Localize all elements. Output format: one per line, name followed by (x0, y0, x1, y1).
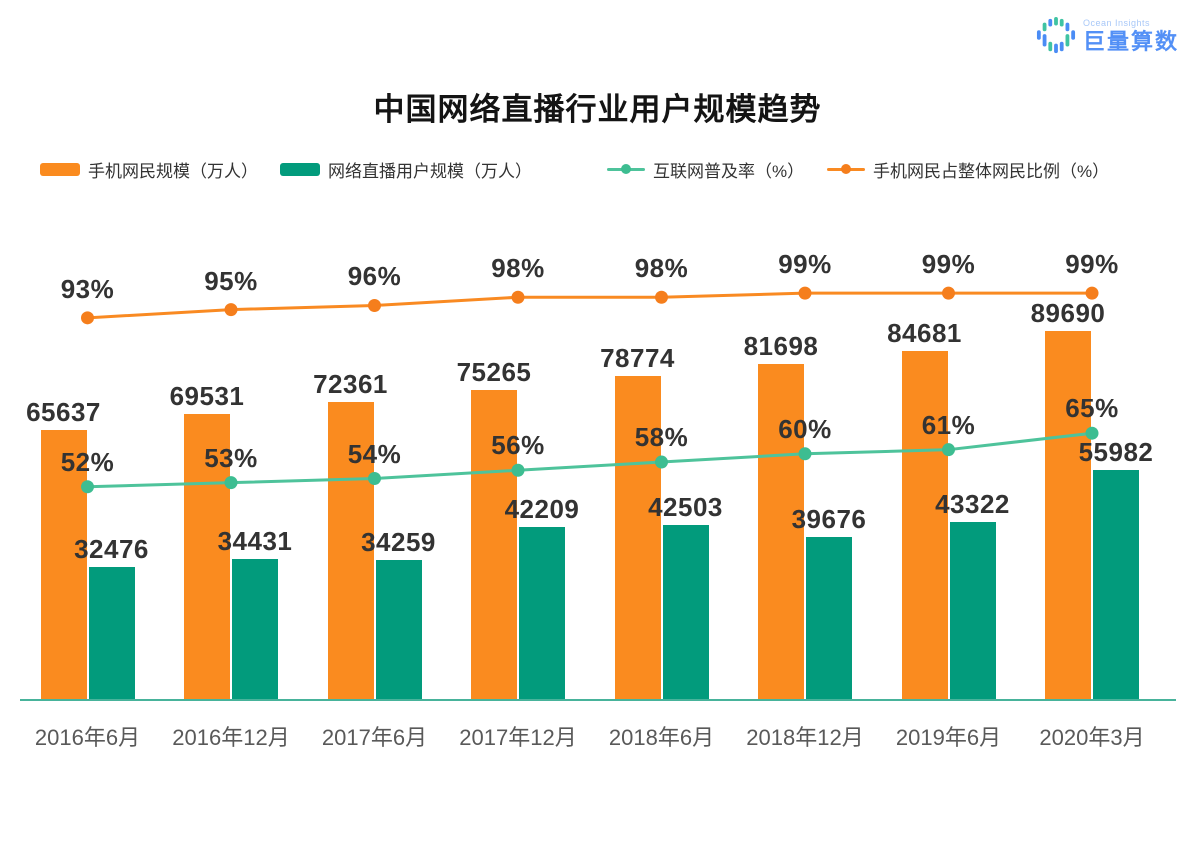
legend-item-livestream-users[interactable]: 网络直播用户规模（万人） (280, 156, 532, 182)
bar-value-label-mobile-netizens: 78774 (600, 342, 675, 373)
legend-bar-swatch-icon (280, 162, 320, 176)
bar-value-label-mobile-netizens: 84681 (887, 318, 962, 349)
bar-livestream-users (806, 537, 852, 701)
line-value-label-mobile-netizen-ratio: 95% (204, 265, 258, 296)
line-value-label-mobile-netizen-ratio: 99% (921, 249, 976, 280)
bar-value-label-mobile-netizens: 72361 (313, 369, 388, 400)
legend-label: 手机网民占整体网民比例（%） (873, 161, 1110, 181)
point-dot-mobile-netizen-ratio (942, 286, 955, 300)
bar-mobile-netizens (40, 429, 87, 701)
x-axis-tick-label: 2017年12月 (459, 725, 577, 750)
point-dot-mobile-netizen-ratio (368, 298, 381, 312)
legend-bar-swatch-icon (40, 162, 80, 176)
bar-mobile-netizens (1045, 330, 1091, 701)
x-axis-tick-label: 2016年12月 (172, 725, 290, 750)
legend-dot-icon (621, 164, 631, 174)
line-value-label-internet-penetration: 65% (1065, 393, 1119, 424)
x-axis-tick-label: 2020年3月 (1039, 725, 1145, 750)
line-value-label-mobile-netizen-ratio: 99% (1065, 249, 1119, 280)
brand-name-zh: 巨量算数 (1082, 29, 1179, 54)
bar-value-label-livestream-users: 55982 (1078, 436, 1154, 467)
bar-value-label-livestream-users: 42503 (648, 492, 723, 523)
bar-livestream-users (232, 558, 278, 701)
legend-dot-icon (841, 164, 851, 174)
x-axis-tick-label: 2018年6月 (608, 725, 715, 750)
x-axis-tick-label: 2018年12月 (746, 725, 864, 750)
bar-mobile-netizens (758, 363, 804, 701)
x-axis-tick-label: 2017年6月 (321, 725, 428, 750)
bar-value-label-mobile-netizens: 89690 (1030, 297, 1106, 328)
bar-livestream-users (375, 559, 422, 701)
bar-livestream-users (662, 525, 709, 701)
bar-mobile-netizens (901, 351, 948, 701)
bar-value-label-mobile-netizens: 75265 (456, 357, 532, 388)
line-value-label-mobile-netizen-ratio: 99% (778, 249, 832, 280)
line-mobile-netizen-ratio (87, 291, 1092, 320)
brand-name-en: Ocean Insights (1082, 18, 1151, 28)
legend-label: 网络直播用户规模（万人） (328, 161, 532, 181)
bar-value-label-mobile-netizens: 69531 (169, 380, 245, 411)
line-value-label-mobile-netizen-ratio: 98% (634, 253, 689, 284)
point-dot-mobile-netizen-ratio (511, 290, 525, 304)
line-value-label-internet-penetration: 54% (347, 438, 402, 469)
bar-livestream-users (1093, 469, 1139, 701)
line-value-label-mobile-netizen-ratio: 98% (491, 253, 545, 284)
legend-label: 手机网民规模（万人） (88, 161, 258, 181)
line-value-label-internet-penetration: 60% (778, 413, 832, 444)
bar-value-label-mobile-netizens: 81698 (743, 330, 819, 361)
legend-label: 互联网普及率（%） (653, 161, 805, 181)
equalizer-circle-icon (1036, 16, 1076, 54)
bar-value-label-livestream-users: 43322 (935, 489, 1010, 520)
point-dot-mobile-netizen-ratio (81, 311, 94, 325)
legend-line-swatch-icon (607, 164, 645, 175)
bar-value-label-livestream-users: 34431 (217, 525, 293, 556)
legend-item-internet-penetration[interactable]: 互联网普及率（%） (607, 156, 804, 182)
legend-item-mobile-netizens[interactable]: 手机网民规模（万人） (40, 156, 258, 182)
x-axis-tick-label: 2016年6月 (34, 725, 141, 750)
line-value-label-internet-penetration: 53% (204, 442, 258, 473)
x-axis-line (20, 699, 1176, 701)
line-value-label-internet-penetration: 56% (491, 430, 545, 461)
line-value-label-internet-penetration: 61% (921, 409, 976, 440)
point-dot-mobile-netizen-ratio (224, 303, 238, 317)
bar-livestream-users (949, 522, 996, 701)
brand-logo: Ocean Insights 巨量算数 (1036, 16, 1179, 56)
bar-value-label-livestream-users: 32476 (74, 533, 149, 564)
bar-livestream-users (88, 566, 135, 701)
bar-mobile-netizens (614, 375, 661, 701)
chart-title: 中国网络直播行业用户规模趋势 (373, 92, 822, 127)
brand-text: Ocean Insights 巨量算数 (1083, 19, 1179, 53)
point-dot-mobile-netizen-ratio (798, 286, 812, 300)
line-value-label-mobile-netizen-ratio: 96% (347, 261, 402, 292)
legend-item-mobile-netizen-ratio[interactable]: 手机网民占整体网民比例（%） (827, 156, 1109, 182)
bar-livestream-users (519, 526, 565, 701)
line-value-label-internet-penetration: 58% (634, 422, 689, 453)
bar-value-label-livestream-users: 42209 (504, 493, 580, 524)
x-axis-tick-label: 2019年6月 (895, 725, 1002, 750)
line-value-label-internet-penetration: 52% (60, 446, 115, 477)
bar-value-label-livestream-users: 39676 (791, 504, 867, 535)
line-value-label-mobile-netizen-ratio: 93% (60, 273, 115, 304)
bar-value-label-livestream-users: 34259 (361, 526, 436, 557)
point-dot-mobile-netizen-ratio (655, 290, 668, 304)
legend-line-swatch-icon (827, 164, 865, 175)
bar-value-label-mobile-netizens: 65637 (26, 396, 101, 427)
